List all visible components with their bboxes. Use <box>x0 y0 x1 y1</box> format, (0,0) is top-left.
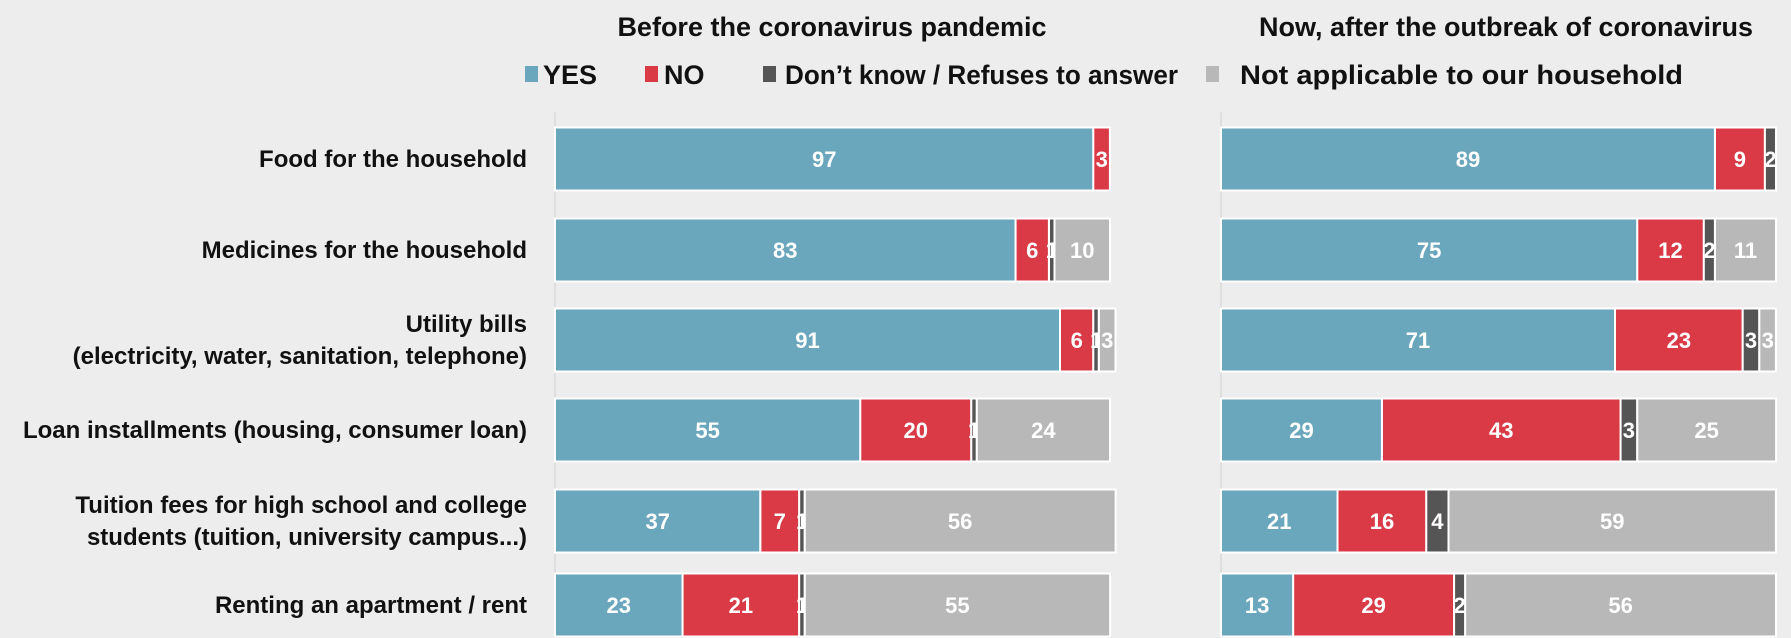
category-label: Utility bills <box>406 311 527 338</box>
data-label-yes: 55 <box>695 418 719 443</box>
data-label-yes: 13 <box>1245 593 1269 618</box>
data-label-yes: 29 <box>1289 418 1313 443</box>
data-label-no: 23 <box>1667 328 1691 353</box>
data-label-not-applicable: 59 <box>1600 509 1624 534</box>
bar-segment-not-applicable <box>975 397 1111 463</box>
legend-swatch-yes <box>525 66 538 82</box>
data-label-not-applicable: 3 <box>1101 328 1113 353</box>
bar-segment-yes <box>554 217 1017 283</box>
data-label-no: 7 <box>774 509 786 534</box>
bar-segment-no <box>1381 397 1622 463</box>
bar-segment-not-applicable <box>1464 572 1777 638</box>
data-label-no: 20 <box>904 418 928 443</box>
category-labels: Food for the household Medicines for the … <box>23 146 527 619</box>
data-label-not-applicable: 56 <box>948 509 972 534</box>
bar-segment-not-applicable <box>1714 217 1777 283</box>
bar-segment-yes <box>1220 488 1339 554</box>
legend-swatch-dont-know <box>763 66 776 82</box>
bar-segment-no <box>1014 217 1050 283</box>
legend-swatch-not-applicable <box>1206 66 1219 82</box>
data-label-yes: 23 <box>607 593 631 618</box>
bar-segment-dont-know <box>1763 126 1778 192</box>
data-label-no: 12 <box>1658 238 1682 263</box>
data-label-not-applicable: 24 <box>1031 418 1056 443</box>
data-label-dont-know: 2 <box>1764 147 1776 172</box>
data-label-not-applicable: 11 <box>1734 238 1757 263</box>
bar-segment-yes <box>554 488 762 554</box>
data-label-dont-know: 4 <box>1431 509 1444 534</box>
data-label-no: 3 <box>1096 147 1108 172</box>
legend-label-dont-know: Don’t know / Refuses to answer <box>785 60 1178 90</box>
bar-segment-no <box>1092 126 1111 192</box>
data-label-dont-know: 3 <box>1623 418 1635 443</box>
category-label: Food for the household <box>259 146 527 173</box>
legend: YES NO Don’t know / Refuses to answer No… <box>525 60 1683 90</box>
data-label-no: 6 <box>1071 328 1083 353</box>
bar-segment-no <box>681 572 801 638</box>
category-label: Medicines for the household <box>202 237 527 264</box>
data-label-dont-know: 2 <box>1703 238 1715 263</box>
bar-segment-yes <box>1220 307 1616 373</box>
data-label-yes: 83 <box>773 238 797 263</box>
data-label-no: 21 <box>729 593 753 618</box>
data-label-yes: 37 <box>645 509 669 534</box>
data-label-no: 16 <box>1370 509 1394 534</box>
category-label: students (tuition, university campus...) <box>87 524 527 551</box>
bar-segment-not-applicable <box>1053 217 1111 283</box>
legend-swatch-no <box>645 66 658 82</box>
category-label: (electricity, water, sanitation, telepho… <box>73 343 527 370</box>
bar-segment-yes <box>1220 572 1295 638</box>
data-label-not-applicable: 55 <box>945 593 969 618</box>
category-label: Renting an apartment / rent <box>215 592 527 619</box>
data-label-dont-know: 2 <box>1453 593 1465 618</box>
data-label-yes: 89 <box>1456 147 1480 172</box>
bar-segment-yes <box>554 397 862 463</box>
data-label-not-applicable: 56 <box>1608 593 1632 618</box>
legend-label-no: NO <box>664 60 705 90</box>
data-label-no: 43 <box>1489 418 1513 443</box>
data-label-no: 6 <box>1026 238 1038 263</box>
bar-segment-no <box>1714 126 1766 192</box>
category-label: Loan installments (housing, consumer loa… <box>23 417 527 444</box>
panel-title-before: Before the coronavirus pandemic <box>617 12 1046 42</box>
bar-segment-yes <box>554 307 1062 373</box>
bar-segment-yes <box>554 126 1095 192</box>
data-label-not-applicable: 25 <box>1694 418 1718 443</box>
data-label-dont-know: 3 <box>1745 328 1757 353</box>
bar-segment-not-applicable <box>803 572 1112 638</box>
legend-label-yes: YES <box>543 60 597 90</box>
bar-segment-no <box>1636 217 1705 283</box>
data-label-yes: 71 <box>1406 328 1430 353</box>
legend-label-not-applicable: Not applicable to our household <box>1240 60 1683 90</box>
data-label-no: 9 <box>1734 147 1746 172</box>
bar-segment-not-applicable <box>803 488 1117 554</box>
bar-segment-not-applicable <box>1758 307 1777 373</box>
panel-title-now: Now, after the outbreak of coronavirus <box>1259 12 1753 42</box>
data-label-yes: 91 <box>795 328 819 353</box>
data-label-yes: 75 <box>1417 238 1441 263</box>
data-label-no: 29 <box>1361 593 1385 618</box>
bar-segment-yes <box>1220 217 1639 283</box>
bar-segment-not-applicable <box>1097 307 1117 373</box>
bar-segment-not-applicable <box>1636 397 1778 463</box>
bar-segment-not-applicable <box>1447 488 1777 554</box>
data-label-not-applicable: 3 <box>1762 328 1774 353</box>
data-label-not-applicable: 10 <box>1070 238 1094 263</box>
data-label-yes: 21 <box>1267 509 1291 534</box>
bar-segment-no <box>859 397 973 463</box>
bar-segment-yes <box>1220 126 1716 192</box>
bar-segment-yes <box>1220 397 1383 463</box>
data-label-yes: 97 <box>812 147 836 172</box>
category-label: Tuition fees for high school and college <box>75 492 527 519</box>
